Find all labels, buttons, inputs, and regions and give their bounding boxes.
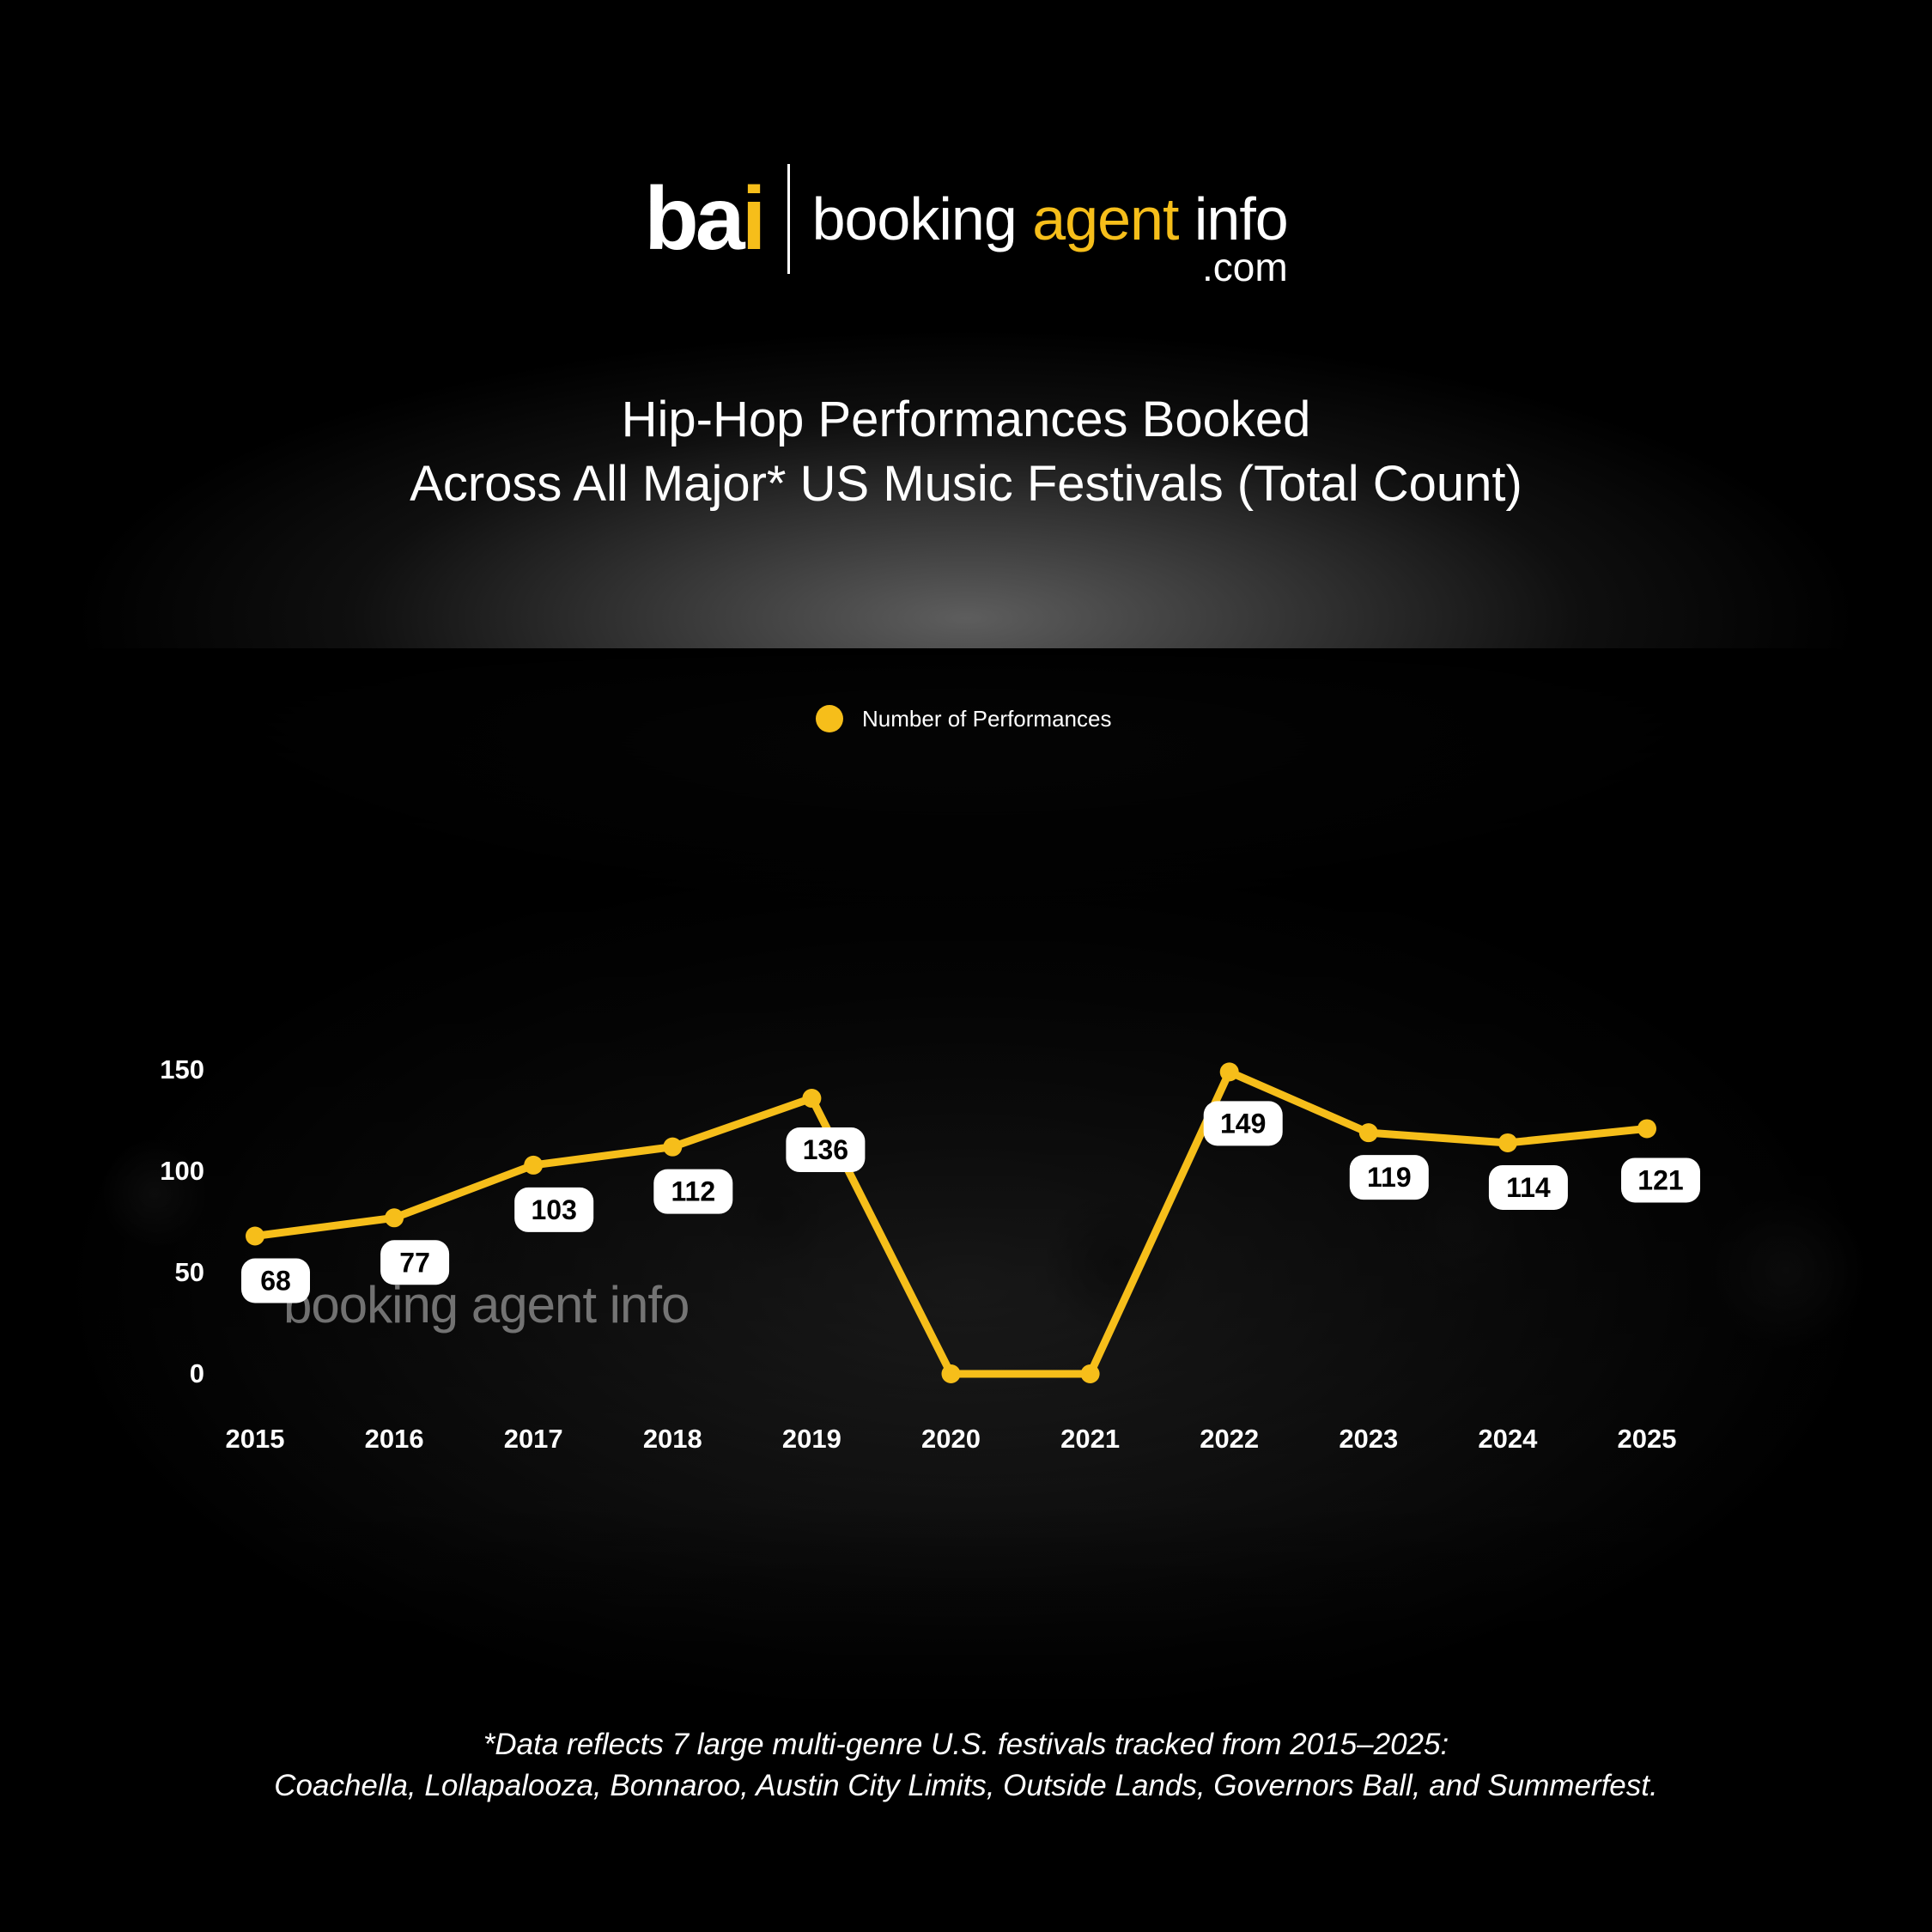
logo-divider (787, 164, 790, 274)
x-tick-label: 2021 (1060, 1424, 1120, 1454)
data-label: 121 (1637, 1164, 1683, 1195)
y-tick-label: 150 (160, 1054, 204, 1084)
chart-title-line2: Across All Major* US Music Festivals (To… (410, 456, 1522, 512)
data-point (1080, 1364, 1100, 1383)
x-tick-label: 2024 (1478, 1424, 1538, 1454)
logo-wordmark: booking agent info .com (812, 189, 1289, 287)
data-label-box (1349, 1155, 1429, 1200)
data-point (941, 1364, 961, 1383)
data-point (385, 1208, 404, 1228)
data-point (663, 1137, 683, 1157)
legend-marker (816, 705, 843, 732)
data-label-box (653, 1169, 733, 1214)
logo-word-agent: agent (1032, 185, 1179, 252)
data-point (1358, 1123, 1378, 1143)
chart-card (64, 648, 1868, 1704)
brand-logo: bai booking agent info .com (0, 155, 1932, 287)
data-label: 114 (1506, 1172, 1551, 1203)
x-tick-label: 2022 (1200, 1424, 1259, 1454)
x-tick-label: 2025 (1618, 1424, 1677, 1454)
data-point (1637, 1119, 1656, 1139)
logo-word-info: info (1178, 185, 1289, 252)
y-tick-label: 100 (160, 1156, 204, 1186)
logo-mark-text: ba (644, 169, 744, 269)
chart-legend: Number of Performances (816, 703, 1111, 734)
data-point (802, 1089, 822, 1109)
data-label-box (380, 1240, 450, 1285)
y-tick-label: 0 (190, 1358, 204, 1388)
data-label-box (1621, 1157, 1700, 1203)
logo-mark-i: i (741, 169, 767, 269)
legend-label: Number of Performances (862, 705, 1112, 732)
data-point (246, 1226, 264, 1246)
x-tick-label: 2017 (504, 1424, 563, 1454)
data-label: 112 (671, 1176, 715, 1207)
chart-title-line1: Hip-Hop Performances Booked (621, 392, 1311, 447)
x-tick-label: 2016 (365, 1424, 424, 1454)
data-label-box (1203, 1101, 1283, 1146)
data-label: 149 (1220, 1108, 1266, 1139)
data-point (1498, 1133, 1517, 1152)
logo-word-booking: booking (811, 185, 1033, 252)
x-tick-label: 2019 (782, 1424, 841, 1454)
data-label: 119 (1367, 1162, 1412, 1193)
x-tick-label: 2023 (1339, 1424, 1398, 1454)
x-tick-label: 2018 (643, 1424, 702, 1454)
data-label: 68 (260, 1266, 291, 1297)
y-tick-label: 50 (175, 1257, 204, 1287)
data-label: 103 (532, 1194, 577, 1225)
data-label: 136 (803, 1134, 848, 1165)
data-label-box (241, 1258, 310, 1303)
x-tick-label: 2020 (921, 1424, 981, 1454)
logo-word-com: .com (1202, 245, 1288, 289)
footnote-line1: *Data reflects 7 large multi-genre U.S. … (483, 1728, 1449, 1761)
data-point (524, 1155, 544, 1175)
data-label-box (786, 1127, 866, 1173)
logo-mark: bai (644, 174, 766, 264)
watermark: booking agent info (283, 1276, 690, 1334)
footnote-line2: Coachella, Lollapalooza, Bonnaroo, Austi… (274, 1769, 1658, 1802)
data-label-box (514, 1187, 594, 1232)
data-point (1219, 1062, 1239, 1082)
x-tick-label: 2015 (226, 1424, 285, 1454)
series-line (251, 1067, 1651, 1378)
data-label-box (1488, 1164, 1568, 1210)
data-label: 77 (399, 1247, 430, 1278)
